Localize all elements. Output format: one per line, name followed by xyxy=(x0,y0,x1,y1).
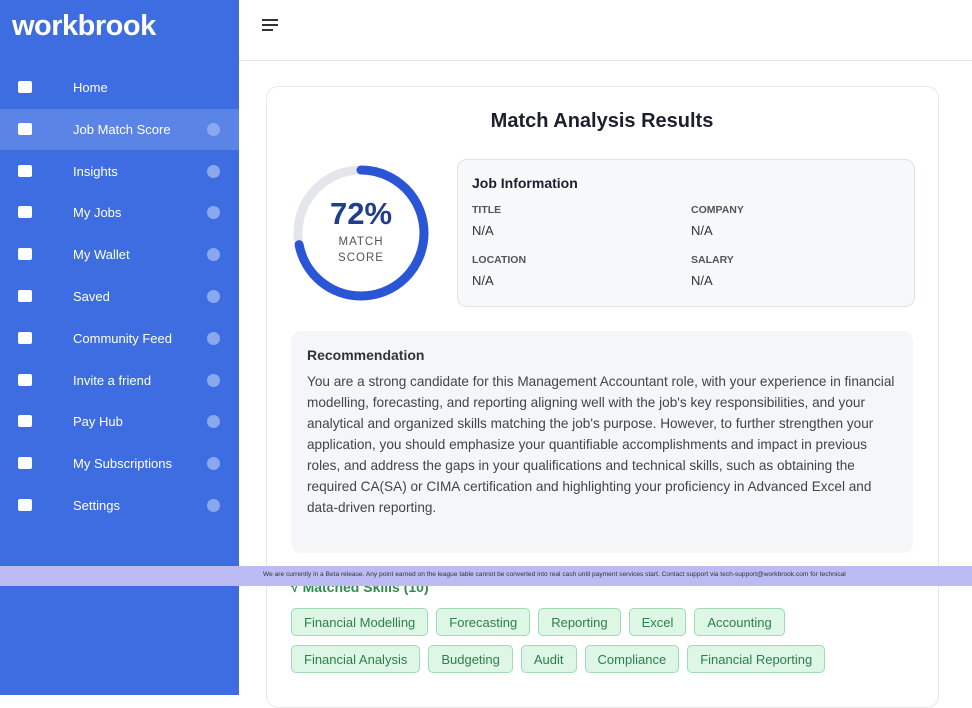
recommendation: Recommendation You are a strong candidat… xyxy=(291,331,913,553)
nav-label: Community Feed xyxy=(73,330,172,346)
nav-item[interactable]: My Subscriptions xyxy=(0,443,239,484)
menu-button[interactable] xyxy=(262,18,280,32)
skill-chip: Financial Modelling xyxy=(291,608,429,636)
skill-chip: Excel xyxy=(628,608,687,636)
nav-icon xyxy=(18,206,32,219)
field-label: TITLE xyxy=(472,204,502,216)
skill-chip: Audit xyxy=(520,645,577,673)
nav-item[interactable]: Insights xyxy=(0,151,239,192)
help-icon[interactable] xyxy=(207,164,220,178)
skill-chip: Financial Analysis xyxy=(291,645,421,673)
nav-icon xyxy=(18,164,32,177)
skill-chip: Reporting xyxy=(538,608,621,636)
job-info: Job Information TITLE N/A COMPANY N/A LOCATI… xyxy=(457,159,915,307)
field-value: N/A xyxy=(472,223,494,238)
recommendation-text: You are a strong candidate for this Mana… xyxy=(307,374,895,515)
help-icon[interactable] xyxy=(207,457,220,471)
sidebar: workbrook Home Job Match Score Insights My … xyxy=(0,0,239,695)
nav-item[interactable]: Job Match Score xyxy=(0,108,239,150)
nav-icon xyxy=(18,373,32,386)
field-value: N/A xyxy=(691,273,713,288)
results-title: Match Analysis Results xyxy=(490,110,714,132)
nav-icon xyxy=(18,457,32,470)
field-label: SALARY xyxy=(691,254,734,266)
nav-label: Job Match Score xyxy=(73,121,171,137)
help-icon[interactable] xyxy=(207,290,220,303)
top-bar xyxy=(239,0,972,61)
nav-icon xyxy=(18,81,32,93)
nav-item[interactable]: Settings xyxy=(0,485,239,526)
nav-item[interactable]: Home xyxy=(0,67,239,108)
nav-label: Settings xyxy=(73,498,120,513)
help-icon[interactable] xyxy=(207,206,220,220)
nav-icon xyxy=(18,248,32,261)
nav-item[interactable]: Community Feed xyxy=(0,318,239,359)
help-icon[interactable] xyxy=(207,248,220,262)
nav-icon xyxy=(18,122,32,135)
field-label: LOCATION xyxy=(472,254,527,266)
score-label: 72% xyxy=(329,196,393,231)
gauge-arc xyxy=(293,165,429,301)
nav-label: My Jobs xyxy=(73,205,122,221)
logo[interactable]: workbrook xyxy=(12,10,156,42)
skill-chip: Forecasting xyxy=(436,608,531,636)
help-icon[interactable] xyxy=(207,499,220,512)
field-label: COMPANY xyxy=(691,204,744,216)
banner-text: We are currently in a Beta release. Any … xyxy=(263,571,846,578)
nav-label: Saved xyxy=(73,289,110,304)
help-icon[interactable] xyxy=(207,122,220,136)
nav-label: Home xyxy=(73,80,108,95)
nav-label: My Wallet xyxy=(73,247,130,263)
nav-label: Pay Hub xyxy=(73,414,123,430)
nav-item[interactable]: Saved xyxy=(0,276,239,317)
skill-chip: Financial Reporting xyxy=(687,645,826,673)
nav-label: Insights xyxy=(73,163,118,179)
score-gauge xyxy=(293,165,429,301)
field-value: N/A xyxy=(472,273,494,288)
nav-label: Invite a friend xyxy=(73,372,152,388)
nav-label: My Subscriptions xyxy=(73,456,172,472)
nav-icon xyxy=(18,290,32,302)
nav-icon xyxy=(18,331,32,344)
nav-item[interactable]: Pay Hub xyxy=(0,401,239,442)
score-caption: MATCH SCORE xyxy=(338,236,384,264)
nav-icon xyxy=(18,415,32,428)
beta-banner: We are currently in a Beta release. Any … xyxy=(0,566,972,586)
help-icon[interactable] xyxy=(207,331,220,345)
recommendation-title: Recommendation xyxy=(307,347,425,363)
nav-icon xyxy=(18,499,32,511)
field-value: N/A xyxy=(691,223,713,238)
help-icon[interactable] xyxy=(207,373,220,387)
skill-list: Financial Modelling Forecasting Reporting E… xyxy=(291,608,851,673)
skill-chip: Compliance xyxy=(584,645,680,673)
nav-item[interactable]: My Wallet xyxy=(0,234,239,275)
nav-item[interactable]: Invite a friend xyxy=(0,360,239,401)
skill-chip: Accounting xyxy=(694,608,785,636)
help-icon[interactable] xyxy=(207,415,220,429)
nav-item[interactable]: My Jobs xyxy=(0,192,239,233)
skill-chip: Budgeting xyxy=(428,645,513,673)
job-info-title: Job Information xyxy=(472,175,578,191)
